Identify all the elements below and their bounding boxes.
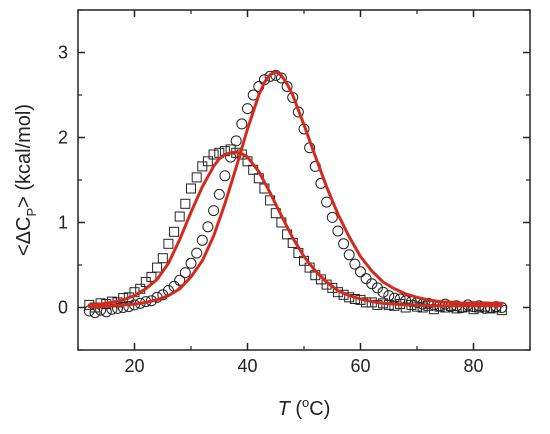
series-line-2 (87, 150, 504, 308)
data-point-circle (332, 225, 344, 237)
data-point-circle (366, 278, 378, 290)
data-point-square (157, 253, 168, 264)
x-tick-label: 20 (124, 356, 144, 376)
x-axis-open: ( (290, 398, 303, 420)
plot-frame (77, 9, 531, 351)
data-point-circle (191, 247, 203, 259)
y-axis-sub: P (24, 208, 39, 217)
series-square-0 (84, 144, 507, 316)
data-point-circle (355, 266, 366, 278)
data-point-square (140, 277, 151, 287)
chart-marks (83, 69, 508, 319)
data-point-circle (185, 257, 197, 269)
data-point-circle (264, 70, 276, 82)
x-axis-label: T (oC) (278, 395, 331, 420)
x-axis-unit: C) (309, 398, 330, 420)
y-axis-post: > (kcal/mol) (13, 104, 35, 208)
data-point-square (180, 198, 191, 209)
data-point-circle (422, 297, 434, 309)
data-point-circle (213, 188, 225, 200)
data-point-circle (106, 303, 118, 315)
data-point-circle (208, 205, 220, 217)
data-point-circle (338, 238, 350, 250)
data-point-square (186, 183, 196, 194)
series-line-3 (87, 70, 504, 309)
data-point-square (197, 161, 208, 172)
data-point-circle (275, 72, 287, 84)
data-point-circle (242, 103, 253, 115)
data-point-circle (343, 249, 355, 261)
data-point-circle (377, 286, 389, 298)
data-point-square (400, 302, 411, 313)
y-tick-label: 2 (58, 128, 68, 148)
data-point-circle (371, 282, 383, 294)
data-point-square (191, 172, 202, 183)
y-tick-label: 0 (58, 298, 68, 318)
y-tick-label: 3 (58, 43, 68, 63)
data-point-circle (219, 170, 231, 182)
y-axis-label: <ΔCP> (kcal/mol) (13, 104, 39, 256)
series-circle-1 (83, 69, 508, 319)
data-point-circle (439, 298, 451, 310)
data-point-square (208, 149, 219, 160)
data-point-circle (117, 302, 129, 313)
data-point-square (169, 226, 180, 237)
data-point-circle (123, 301, 135, 313)
data-point-circle (230, 135, 242, 147)
x-tick-label: 60 (350, 356, 370, 376)
data-point-circle (394, 293, 406, 305)
data-point-circle (360, 273, 372, 285)
data-point-circle (179, 267, 191, 279)
fit-curve (87, 150, 504, 308)
fit-curve (87, 70, 504, 309)
data-point-circle (174, 274, 186, 286)
axis-ticks: 20 40 60 80 0 1 2 3 (58, 9, 531, 376)
x-axis-symbol: T (278, 398, 292, 420)
data-point-square (146, 271, 157, 282)
data-point-circle (89, 307, 101, 319)
data-point-square (152, 262, 163, 273)
data-point-circle (236, 118, 248, 130)
x-tick-label: 80 (463, 356, 483, 376)
data-point-square (174, 211, 185, 222)
data-point-circle (383, 290, 395, 302)
data-point-circle (349, 258, 361, 270)
data-point-circle (202, 221, 214, 233)
data-point-square (372, 299, 383, 310)
data-point-circle (112, 302, 123, 314)
y-axis-pre: <ΔC (13, 217, 35, 256)
x-axis-degree: o (302, 395, 309, 410)
data-point-square (202, 156, 213, 167)
data-point-circle (196, 234, 208, 246)
x-tick-label: 40 (237, 356, 257, 376)
data-point-circle (326, 211, 338, 223)
data-point-square (163, 238, 174, 249)
y-tick-label: 1 (58, 213, 68, 233)
